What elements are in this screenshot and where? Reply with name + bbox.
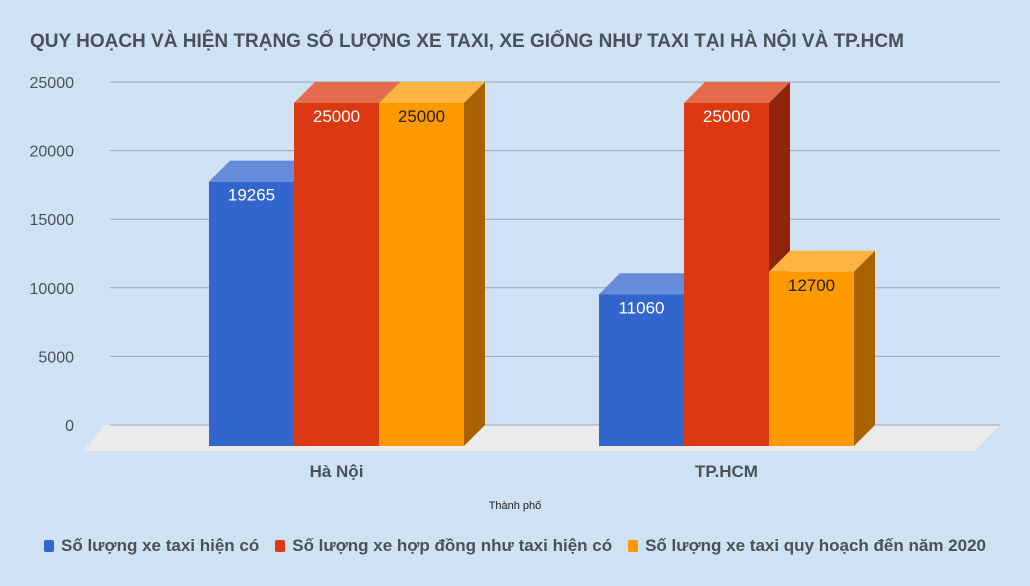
bar-1-2: 12700	[769, 250, 875, 446]
legend-swatch	[628, 540, 639, 552]
bar-top-face	[599, 273, 705, 295]
bar	[379, 103, 464, 446]
bar-0-2: 25000	[379, 82, 485, 446]
bar	[209, 181, 294, 446]
bar	[294, 103, 379, 446]
legend-label: Số lượng xe hợp đồng như taxi hiện có	[292, 536, 613, 555]
bar-top-face	[684, 82, 790, 103]
chart-title: QUY HOẠCH VÀ HIỆN TRẠNG SỐ LƯỢNG XE TAXI…	[30, 31, 904, 52]
data-label: 25000	[398, 107, 445, 126]
legend: Số lượng xe taxi hiện có Số lượng xe hợp…	[0, 536, 1030, 556]
y-tick-label: 25000	[30, 75, 75, 92]
bar	[684, 103, 769, 446]
y-tick-label: 15000	[30, 212, 75, 229]
legend-swatch	[275, 540, 286, 552]
legend-item[interactable]: Số lượng xe hợp đồng như taxi hiện có	[275, 536, 612, 556]
legend-swatch	[44, 540, 55, 552]
legend-item[interactable]: Số lượng xe taxi hiện có	[44, 536, 259, 556]
bar-side-face	[854, 250, 875, 446]
data-label: 19265	[228, 186, 275, 205]
y-tick-label: 10000	[30, 281, 75, 298]
bar	[769, 271, 854, 446]
legend-label: Số lượng xe taxi quy hoạch đến năm 2020	[645, 536, 986, 555]
data-label: 11060	[618, 298, 664, 317]
bar-top-face	[209, 160, 315, 182]
legend-label: Số lượng xe taxi hiện có	[61, 536, 260, 555]
x-axis-label: Thành phố	[488, 500, 542, 512]
x-tick-label: TP.HCM	[695, 462, 758, 481]
y-tick-label: 20000	[30, 144, 75, 161]
bar-top-face	[769, 250, 875, 272]
x-tick-label: Hà Nội	[310, 462, 364, 481]
legend-item[interactable]: Số lượng xe taxi quy hoạch đến năm 2020	[628, 536, 986, 556]
bar-top-face	[379, 82, 485, 103]
y-tick-label: 5000	[38, 349, 74, 366]
bar	[599, 294, 684, 446]
bar-top-face	[294, 82, 400, 103]
bar-side-face	[464, 82, 485, 446]
data-label: 25000	[313, 107, 360, 126]
y-tick-label: 0	[65, 418, 74, 435]
data-label: 25000	[703, 107, 750, 126]
data-label: 12700	[788, 276, 835, 295]
